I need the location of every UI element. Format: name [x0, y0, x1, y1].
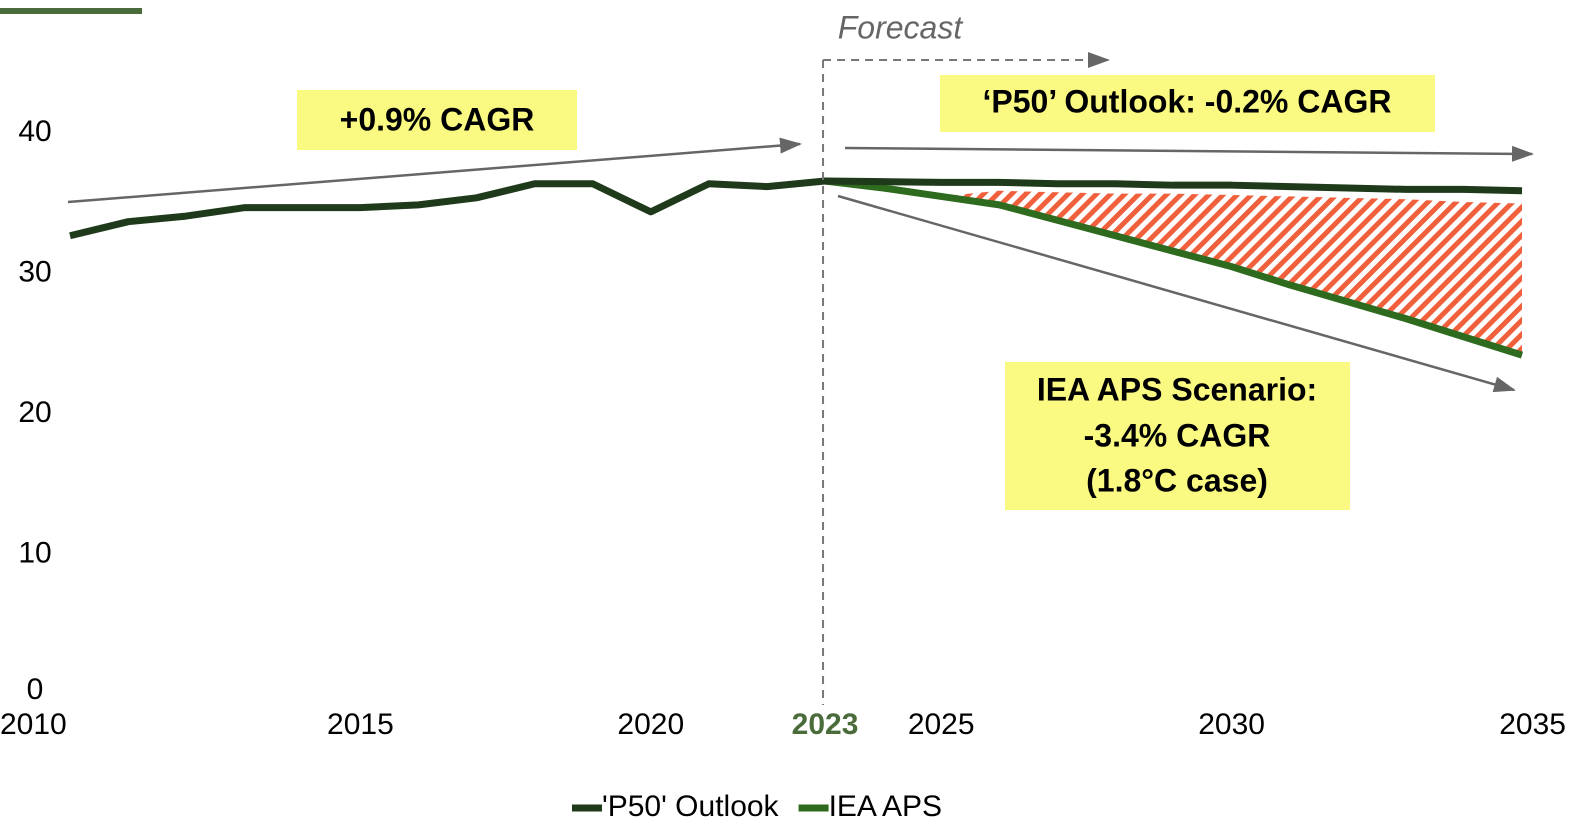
annotation: (1.8°C case) — [1086, 462, 1268, 498]
series-line — [69, 177, 1523, 240]
y-tick-label: 10 — [18, 536, 51, 569]
trend-arrow — [844, 145, 1534, 162]
forecast-label: Forecast — [838, 9, 964, 45]
series-line — [824, 177, 1524, 359]
x-tick-label: 2035 — [1499, 708, 1566, 741]
x-tick-label: 2023 — [792, 708, 859, 741]
y-tick-label: 20 — [18, 396, 51, 429]
annotation-box — [1005, 362, 1350, 510]
annotation: -3.4% CAGR — [1084, 417, 1271, 453]
annotation-box — [297, 90, 577, 150]
y-tick-label: 30 — [18, 256, 51, 289]
x-tick-label: 2025 — [908, 708, 975, 741]
annotation-box — [940, 75, 1435, 132]
decor-bar — [0, 8, 142, 14]
y-tick-label: 0 — [27, 673, 44, 706]
annotation: ‘P50’ Outlook: -0.2% CAGR — [983, 83, 1392, 119]
annotation: IEA APS Scenario: — [1037, 371, 1317, 407]
x-tick-label: 2020 — [617, 708, 684, 741]
legend-label: 'P50' Outlook — [602, 790, 780, 823]
hatched-area — [941, 190, 1522, 356]
x-tick-label: 2015 — [327, 708, 394, 741]
trend-arrow — [67, 137, 802, 204]
y-tick-label: 40 — [18, 115, 51, 148]
annotation: +0.9% CAGR — [340, 101, 535, 137]
trend-arrow — [837, 194, 1516, 393]
x-tick-label: 2030 — [1198, 708, 1265, 741]
legend-label: IEA APS — [829, 790, 942, 823]
x-tick-label: 2010 — [0, 708, 67, 741]
